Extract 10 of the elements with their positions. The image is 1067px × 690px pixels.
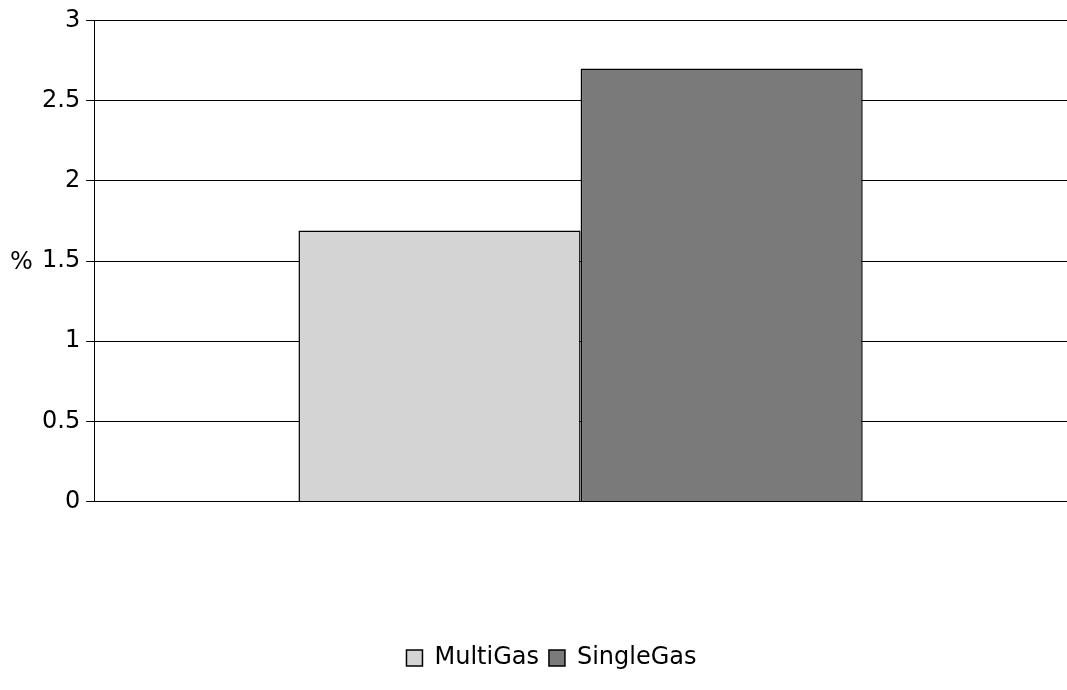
legend-label: SingleGas: [576, 642, 697, 671]
y-axis-title: %: [10, 247, 33, 276]
y-tick-label: 3: [64, 4, 81, 33]
y-tick-label: 1: [64, 325, 81, 354]
y-tick-label: 0.5: [42, 405, 81, 434]
y-tick-label: 1.5: [42, 245, 81, 274]
y-tick-label: 0: [64, 485, 81, 514]
y-tick-label: 2.5: [42, 84, 81, 113]
y-tick-label: 2: [64, 165, 81, 194]
legend-label: MultiGas: [434, 642, 539, 671]
